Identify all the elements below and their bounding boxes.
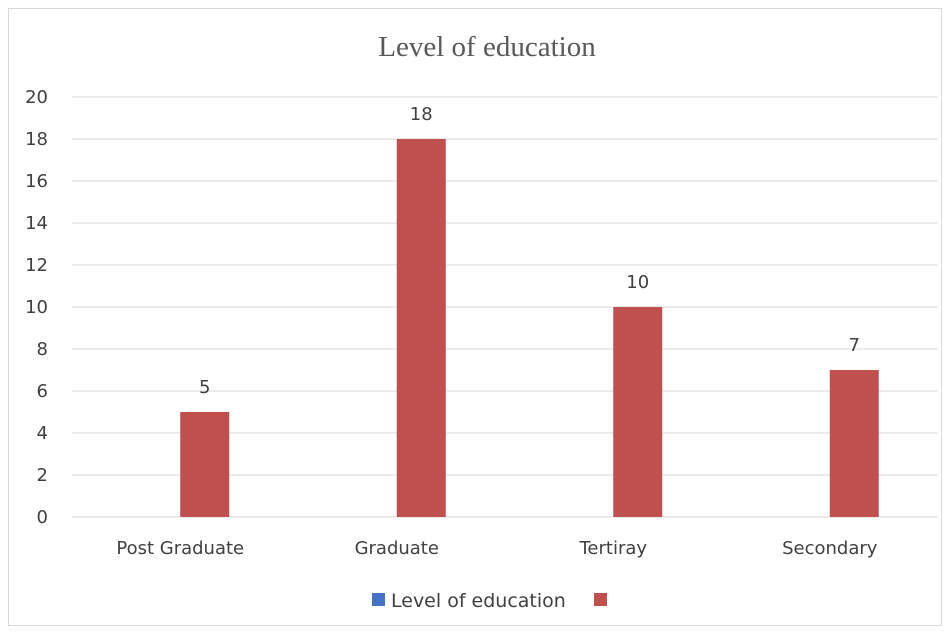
y-tick-label-4: 4 [37,423,48,444]
x-tick-label-post-graduate: Post Graduate [116,538,244,559]
bar-post-graduate [180,412,230,517]
y-tick-label-2: 2 [37,465,48,486]
y-tick-label-14: 14 [25,213,48,234]
bar-graduate [396,139,446,517]
legend-swatch-series-2 [594,593,607,606]
x-tick-label-tertiray: Tertiray [578,538,647,559]
x-axis-tick-labels: Post Graduate Graduate Tertiray Secondary [116,538,877,559]
data-label-graduate: 18 [410,104,433,125]
chart-title: Level of education [378,31,596,63]
bar-secondary [829,370,879,517]
data-label-tertiray: 10 [626,272,649,293]
y-tick-label-10: 10 [25,297,48,318]
y-tick-label-12: 12 [25,255,48,276]
y-axis-tick-labels: 0 2 4 6 8 10 12 14 16 18 20 [25,87,48,528]
y-tick-label-20: 20 [25,87,48,108]
data-label-post-graduate: 5 [199,377,210,398]
data-labels: 5 18 10 7 [199,104,860,398]
y-tick-label-18: 18 [25,129,48,150]
bar-tertiray [613,307,663,517]
x-tick-label-secondary: Secondary [782,538,878,559]
chart-frame [8,8,942,626]
y-tick-label-16: 16 [25,171,48,192]
y-tick-label-0: 0 [37,507,48,528]
y-tick-label-8: 8 [37,339,48,360]
data-label-secondary: 7 [849,335,860,356]
legend-label-series-1: Level of education [391,590,566,612]
x-tick-label-graduate: Graduate [355,538,439,559]
legend-swatch-series-1 [372,593,385,606]
legend: Level of education [372,590,607,612]
y-tick-label-6: 6 [37,381,48,402]
bars [180,139,879,517]
